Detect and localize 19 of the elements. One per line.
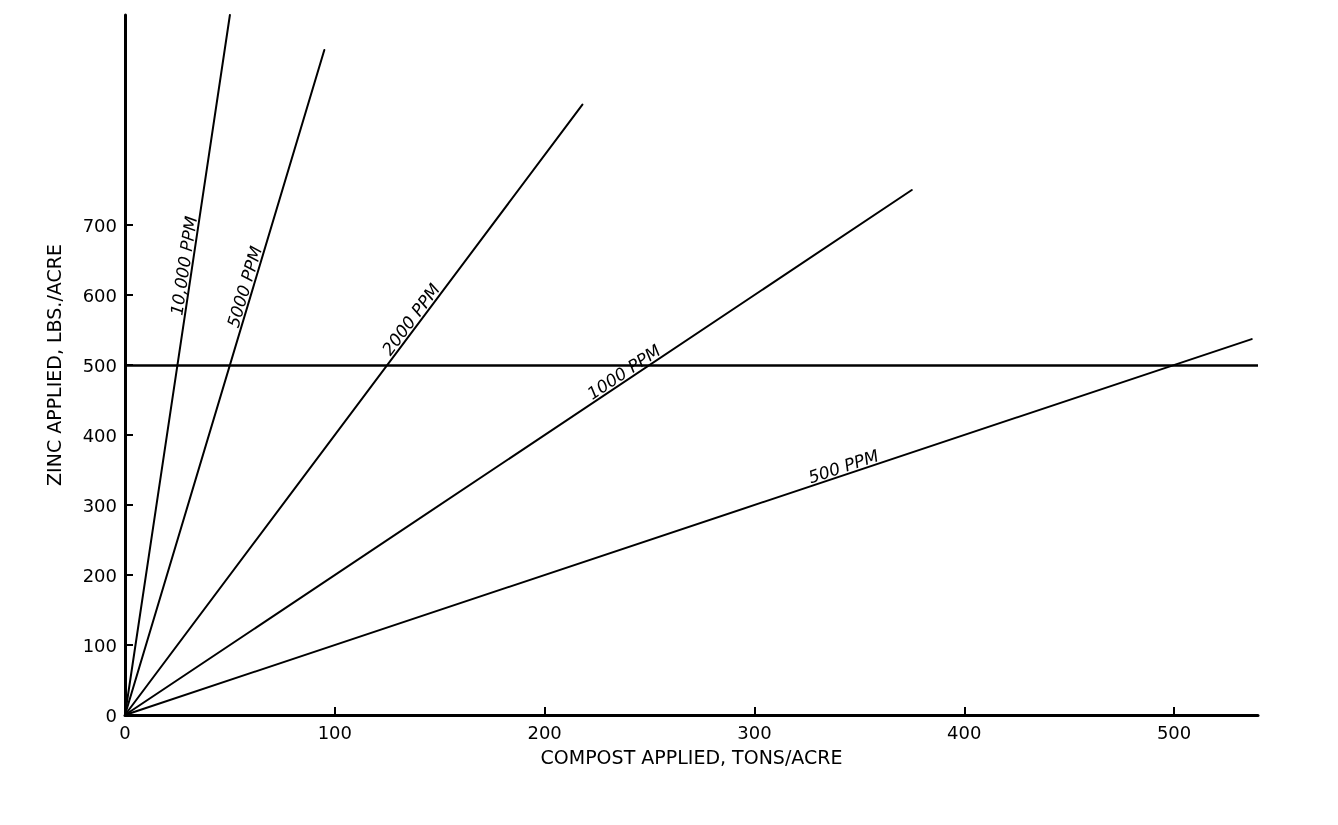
- x-tick-label: 500: [1156, 721, 1192, 743]
- x-tick-label: 100: [317, 721, 352, 743]
- y-tick-label: 400: [82, 424, 117, 446]
- x-tick-label: 200: [527, 721, 562, 743]
- y-tick-label: 300: [82, 494, 117, 516]
- y-tick-label: 500: [82, 354, 117, 376]
- text: 500 PPM: [805, 445, 882, 488]
- y-tick-label: 600: [82, 284, 117, 306]
- x-axis-title: COMPOST APPLIED, TONS/ACRE: [540, 745, 843, 768]
- y-tick-label: 0: [105, 704, 117, 726]
- y-tick-label: 200: [82, 564, 117, 586]
- x-tick-label: 400: [947, 721, 982, 743]
- y-axis-title: ZINC APPLIED, LBS./ACRE: [42, 244, 65, 486]
- x-tick-label: 0: [119, 721, 131, 743]
- y-tick-label: 700: [82, 214, 117, 236]
- text: 10,000 PPM: [166, 214, 202, 317]
- text: 5000 PPM: [222, 243, 267, 330]
- x-tick-label: 300: [737, 721, 772, 743]
- y-tick-label: 100: [82, 634, 117, 656]
